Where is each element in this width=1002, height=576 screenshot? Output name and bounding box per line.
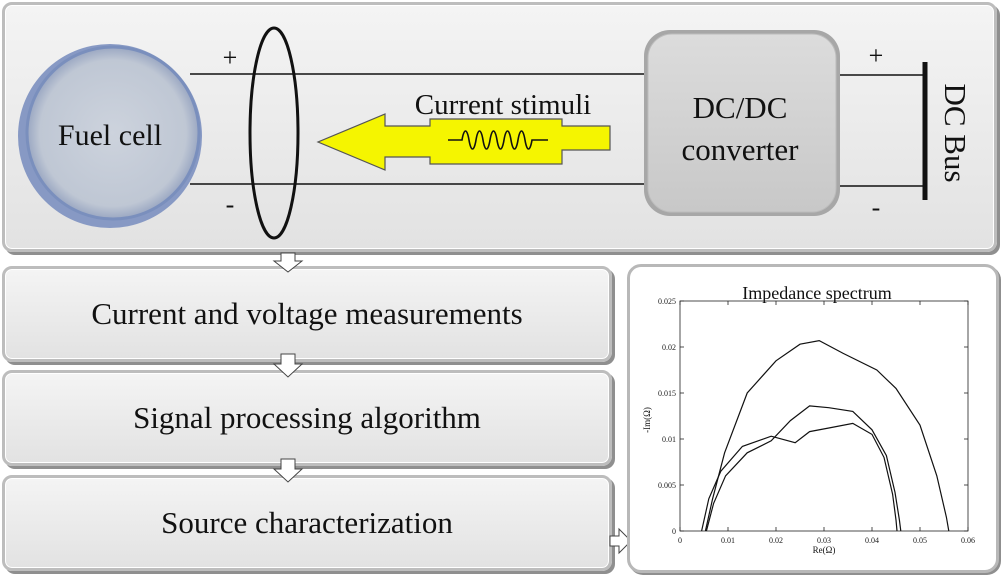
x-tick-label: 0.02: [769, 536, 783, 545]
y-tick-label: 0: [672, 527, 676, 536]
measurements-box: Current and voltage measurements: [2, 266, 612, 362]
y-tick-label: 0.005: [658, 481, 676, 490]
characterization-label: Source characterization: [161, 505, 453, 540]
x-tick-label: 0: [678, 536, 682, 545]
y-axis-label: -Im(Ω): [642, 407, 652, 433]
circuit-diagram: Fuel cell + - Current stimuli DC/DC conv…: [18, 26, 973, 240]
waveform-icon: [448, 130, 548, 150]
plot-frame: [679, 300, 969, 532]
plus-sign-left: +: [223, 43, 238, 72]
converter-label-line1: DC/DC: [693, 90, 788, 125]
dc-bus-label: DC Bus: [938, 83, 973, 182]
minus-sign-right: -: [872, 193, 881, 222]
y-tick-label: 0.025: [658, 297, 676, 306]
fuel-cell: [18, 44, 202, 228]
fuel-cell-label: Fuel cell: [58, 119, 162, 152]
chart-title: Impedance spectrum: [742, 283, 891, 303]
current-stimuli-label: Current stimuli: [415, 89, 591, 121]
x-tick-label: 0.04: [865, 536, 879, 545]
x-tick-label: 0.03: [817, 536, 831, 545]
y-tick-label: 0.015: [658, 389, 676, 398]
dc-dc-converter: [644, 30, 840, 216]
x-tick-label: 0.01: [721, 536, 735, 545]
x-tick-label: 0.06: [961, 536, 975, 545]
impedance-series-1: [704, 339, 950, 532]
minus-sign-left: -: [226, 190, 235, 219]
plus-sign-right: +: [869, 41, 884, 70]
y-tick-label: 0.01: [662, 435, 676, 444]
characterization-box: Source characterization: [2, 475, 612, 571]
impedance-series-3: [705, 405, 902, 532]
converter-label-line2: converter: [681, 132, 799, 167]
current-stimuli-arrow: [316, 113, 611, 171]
signal-processing-box: Signal processing algorithm: [2, 370, 612, 466]
measurements-label: Current and voltage measurements: [91, 296, 523, 331]
current-probe-ellipse: [248, 26, 300, 240]
impedance-chart-panel: [627, 264, 999, 573]
x-axis-label: Re(Ω): [813, 545, 836, 555]
impedance-series-2: [701, 422, 898, 532]
chart-plot-area: 0 0.01 0.02 0.03 0.04 0.05 0.06 0 0.005 0.01 0.015…: [658, 297, 975, 545]
y-tick-label: 0.02: [662, 343, 676, 352]
signal-processing-label: Signal processing algorithm: [133, 400, 481, 435]
x-tick-label: 0.05: [913, 536, 927, 545]
